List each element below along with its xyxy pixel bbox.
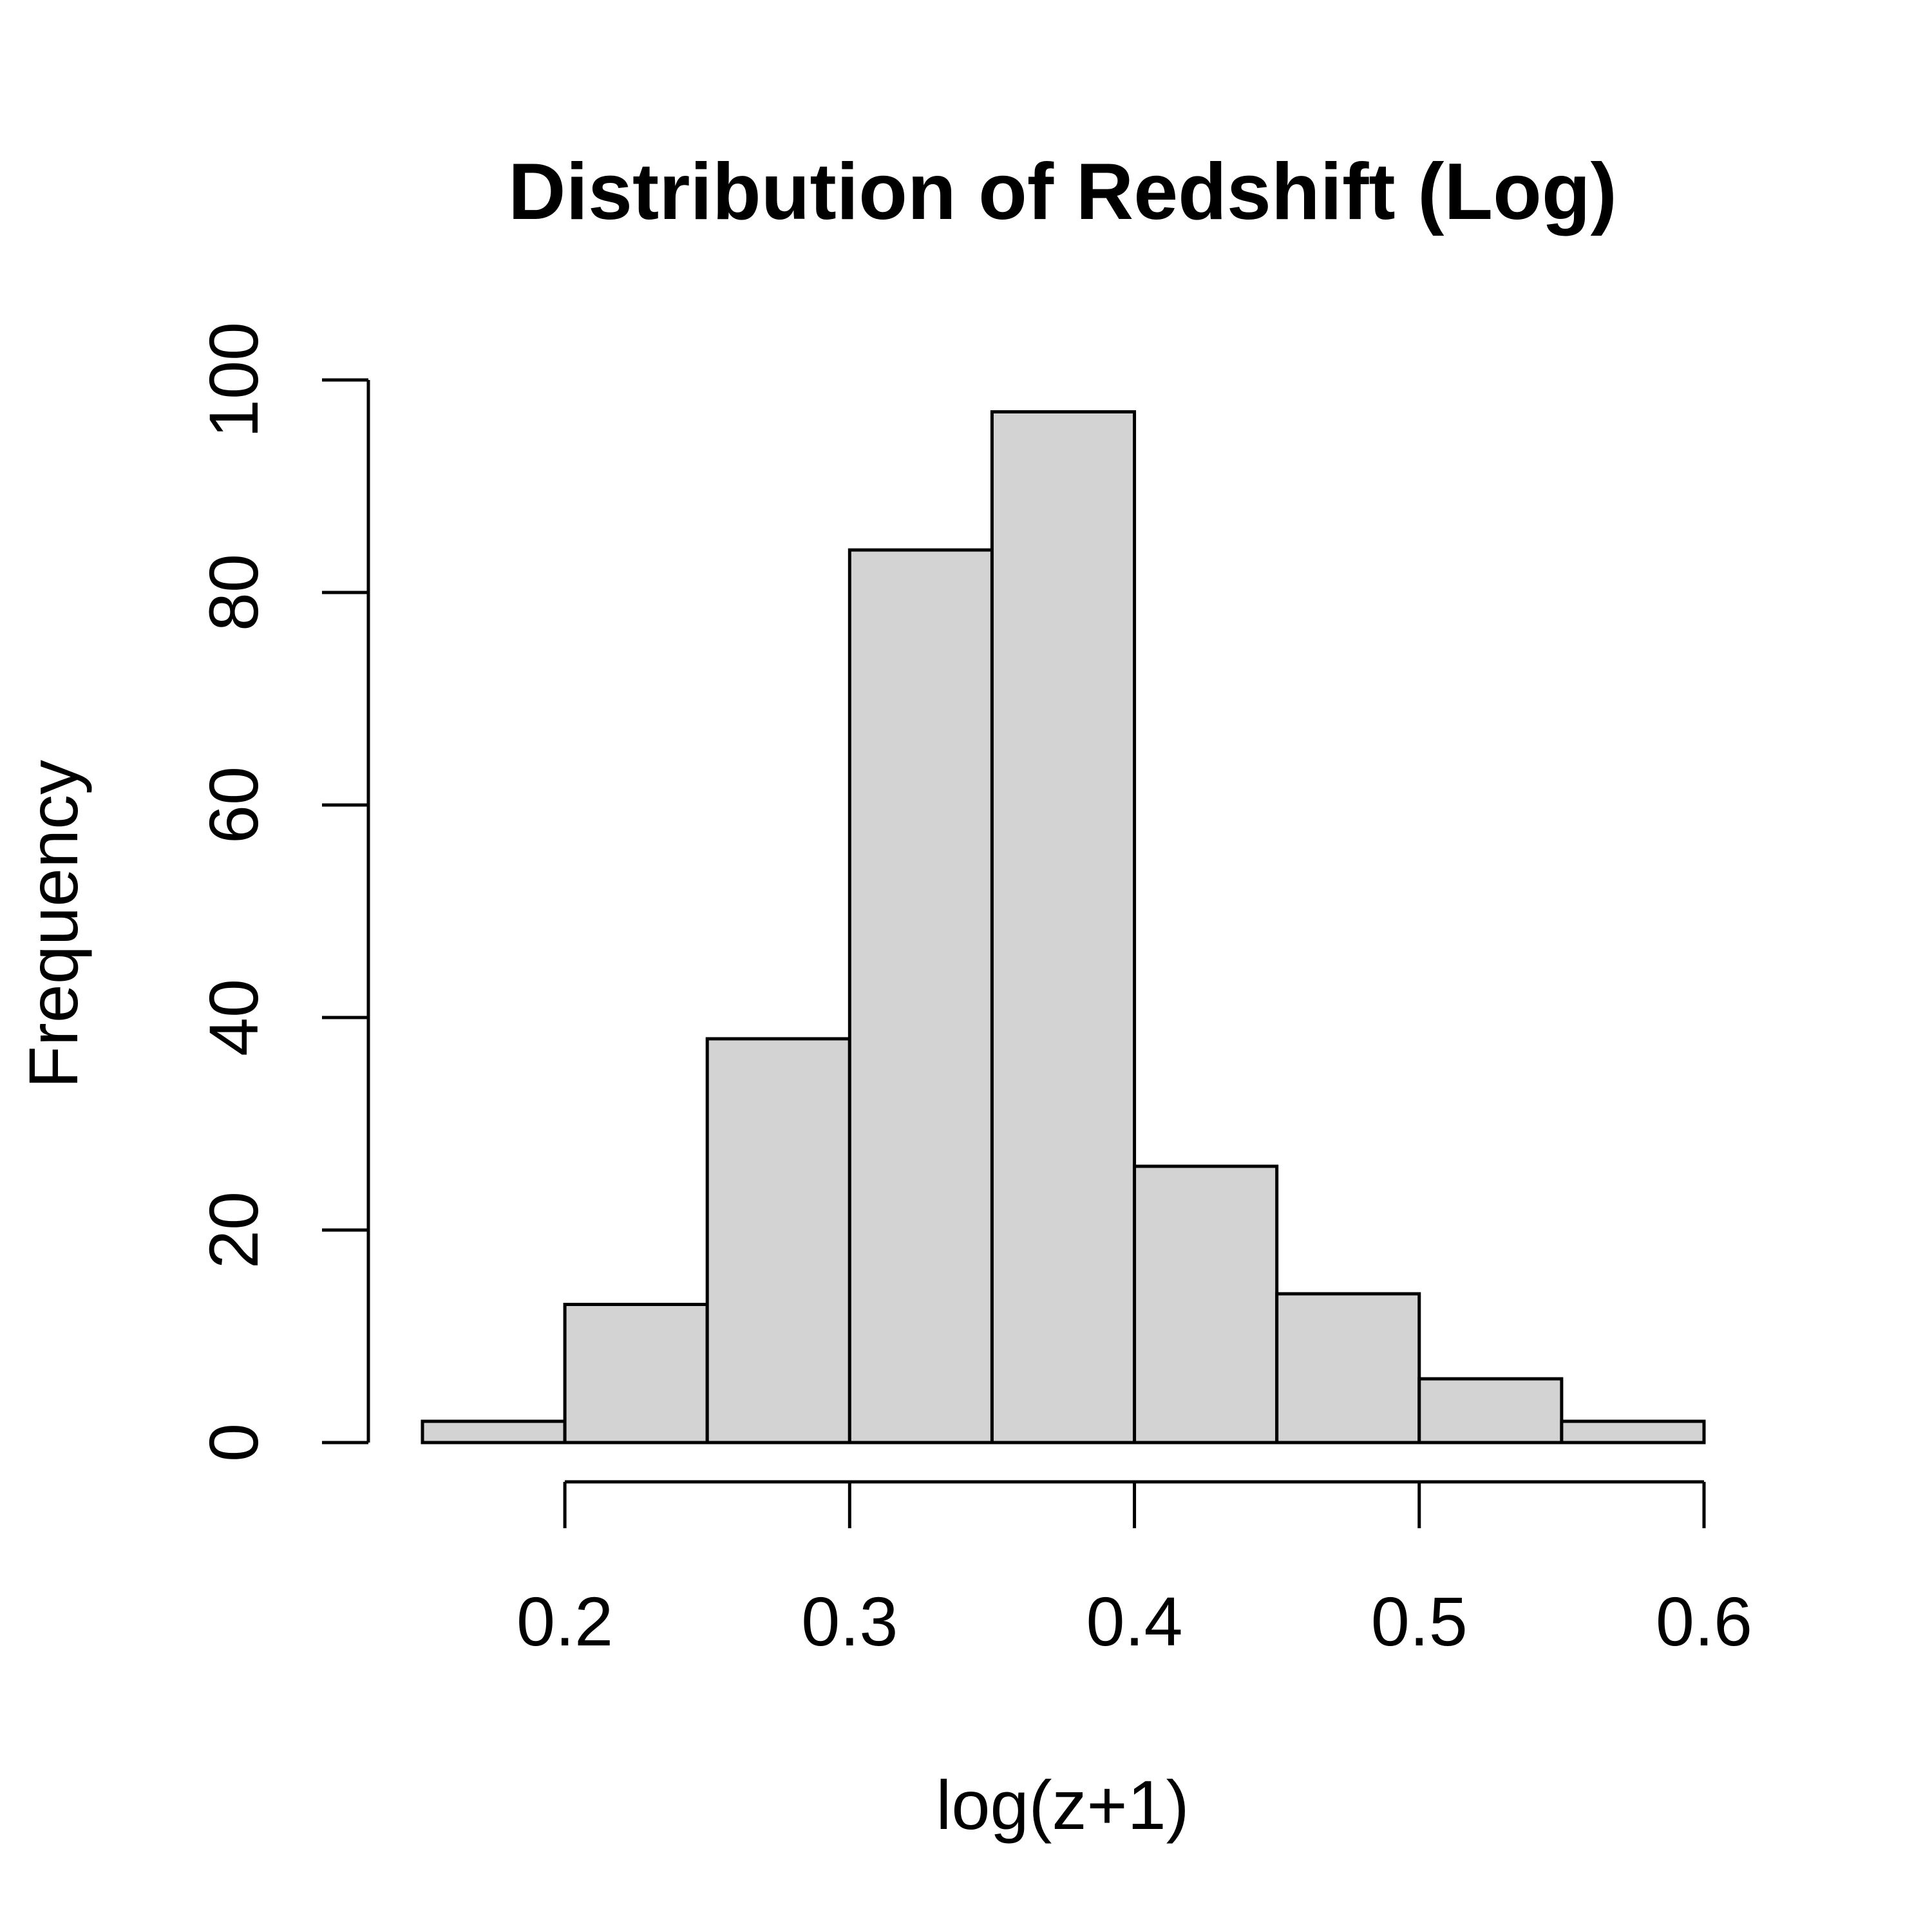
y-tick-label: 0 [194, 1423, 272, 1462]
x-tick-label: 0.2 [516, 1582, 613, 1660]
histogram-bar [1560, 1419, 1706, 1444]
histogram-bar [1417, 1377, 1564, 1444]
x-tick-label: 0.3 [801, 1582, 898, 1660]
histogram-bar [1275, 1292, 1421, 1444]
histogram-bar [990, 410, 1137, 1444]
x-tick-label: 0.6 [1656, 1582, 1752, 1660]
x-tick-label: 0.4 [1086, 1582, 1182, 1660]
chart-title: Distribution of Redshift (Log) [508, 147, 1617, 236]
y-axis: 0 20 40 60 80 100 [194, 322, 370, 1462]
bars-group [421, 410, 1706, 1444]
x-axis: 0.2 0.3 0.4 0.5 0.6 [516, 1480, 1752, 1660]
histogram-bar [421, 1419, 567, 1444]
x-tick-label: 0.5 [1371, 1582, 1468, 1660]
y-tick-label: 40 [194, 979, 272, 1056]
y-tick-label: 80 [194, 554, 272, 631]
y-tick-label: 20 [194, 1191, 272, 1269]
histogram-bar [848, 548, 994, 1444]
histogram-bar [563, 1303, 709, 1444]
x-axis-label: log(z+1) [936, 1766, 1189, 1844]
histogram-bar [1133, 1164, 1279, 1444]
y-tick-label: 60 [194, 766, 272, 844]
y-tick-label: 100 [194, 322, 272, 438]
histogram-bar [705, 1037, 851, 1444]
y-axis-label: Frequency [14, 760, 92, 1088]
